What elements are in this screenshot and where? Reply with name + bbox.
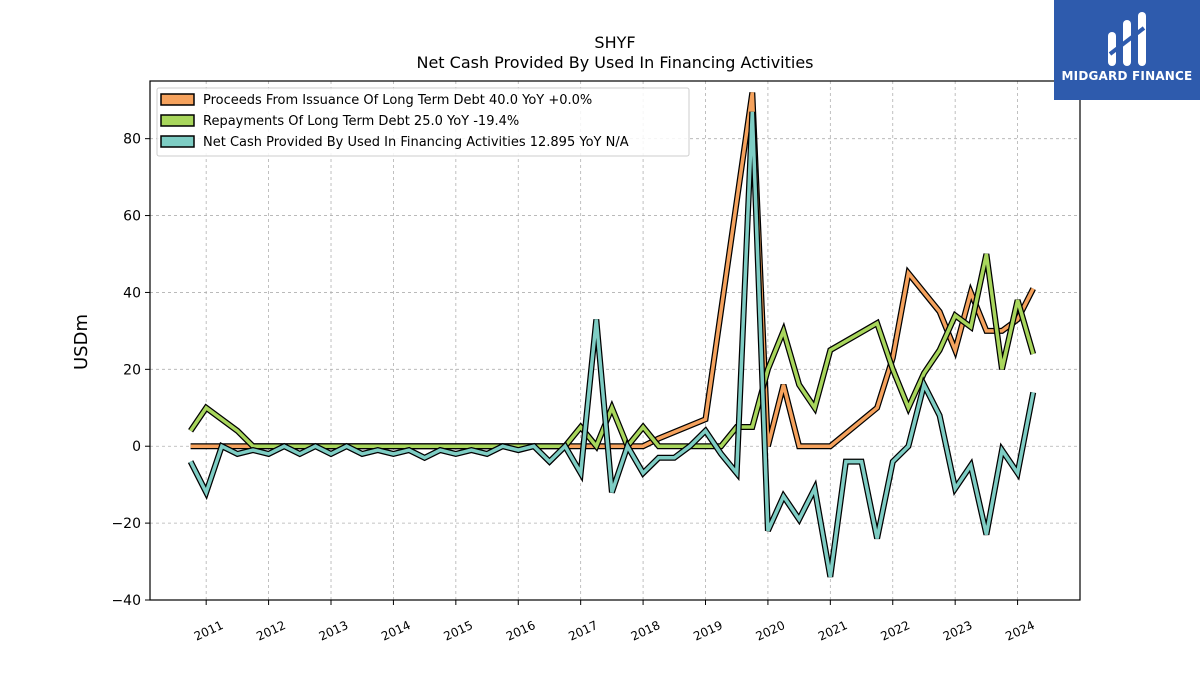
x-tick-label: 2013 bbox=[317, 618, 351, 644]
x-tick-label: 2020 bbox=[754, 618, 788, 644]
chart-subtitle: Net Cash Provided By Used In Financing A… bbox=[416, 53, 813, 72]
y-tick-label: −40 bbox=[111, 593, 141, 609]
midgard-logo-icon bbox=[1108, 12, 1146, 66]
legend-swatch-1 bbox=[160, 114, 195, 127]
y-tick-label: 60 bbox=[123, 209, 141, 225]
x-tick-label: 2018 bbox=[629, 618, 663, 644]
brand-logo: MIDGARD FINANCE bbox=[1054, 0, 1200, 100]
x-tick-label: 2015 bbox=[442, 618, 476, 644]
brand-name: MIDGARD FINANCE bbox=[1061, 69, 1193, 83]
x-tick-label: 2024 bbox=[1003, 618, 1037, 644]
x-tick-label: 2016 bbox=[504, 618, 538, 644]
grid-lines bbox=[150, 81, 1080, 601]
series-layer bbox=[187, 92, 1037, 578]
x-tick-label: 2014 bbox=[379, 618, 413, 644]
x-axis: 2011 2012 2013 2014 2015 2016 2017 2018 2019 2020… bbox=[192, 600, 1037, 644]
legend-swatch-0 bbox=[160, 93, 195, 106]
x-tick-label: 2023 bbox=[941, 618, 975, 644]
y-tick-label: 0 bbox=[132, 439, 141, 455]
y-axis-title: USDm bbox=[71, 314, 92, 370]
series-outline-2 bbox=[187, 111, 1037, 578]
legend-label-0: Proceeds From Issuance Of Long Term Debt… bbox=[203, 93, 592, 108]
x-tick-label: 2017 bbox=[566, 618, 600, 644]
chart-title: SHYF bbox=[594, 33, 635, 52]
y-axis: −40 −20 0 20 40 60 80 bbox=[111, 132, 150, 609]
plot-frame bbox=[149, 80, 1081, 601]
y-tick-label: 20 bbox=[123, 362, 141, 378]
legend: Proceeds From Issuance Of Long Term Debt… bbox=[156, 87, 690, 157]
x-tick-label: 2021 bbox=[816, 618, 850, 644]
legend-box bbox=[156, 87, 690, 157]
y-tick-label: −20 bbox=[111, 516, 141, 532]
series-line-2 bbox=[189, 111, 1035, 578]
legend-label-1: Repayments Of Long Term Debt 25.0 YoY -1… bbox=[203, 114, 519, 129]
legend-label-2: Net Cash Provided By Used In Financing A… bbox=[203, 135, 629, 150]
legend-swatch-2 bbox=[160, 135, 195, 148]
x-tick-label: 2022 bbox=[878, 618, 912, 644]
y-tick-label: 80 bbox=[123, 132, 141, 148]
y-tick-label: 40 bbox=[123, 285, 141, 301]
x-tick-label: 2011 bbox=[192, 618, 226, 644]
x-tick-label: 2019 bbox=[691, 618, 725, 644]
x-tick-label: 2012 bbox=[254, 618, 288, 644]
